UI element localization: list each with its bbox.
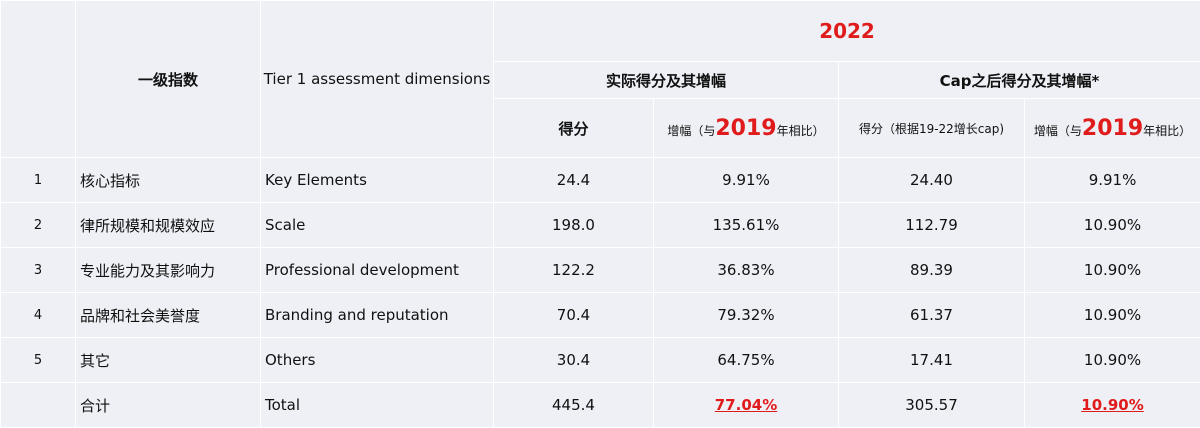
row-cap-growth: 10.90% [1025,293,1200,338]
growth-header-year: 2019 [715,116,776,141]
total-cap-score: 305.57 [839,383,1025,428]
total-cn-label: 合计 [76,383,261,428]
row-cn-label: 其它 [76,338,261,383]
year-header: 2022 [494,1,1200,62]
row-growth: 79.32% [654,293,839,338]
row-cap-score: 24.40 [839,158,1025,203]
total-cap-growth-value: 10.90% [1081,396,1143,414]
row-cn-label: 律所规模和规模效应 [76,203,261,248]
row-en-label: Branding and reputation [261,293,494,338]
row-cap-score: 17.41 [839,338,1025,383]
table-row: 3 专业能力及其影响力 Professional development 122… [1,248,1200,293]
row-score: 70.4 [494,293,654,338]
row-cap-growth: 10.90% [1025,203,1200,248]
cap-score-header: 得分（根据19-22增长cap) [839,99,1025,158]
row-cap-score: 112.79 [839,203,1025,248]
score-header: 得分 [494,99,654,158]
cap-growth-header-year: 2019 [1082,116,1143,141]
row-cap-growth: 10.90% [1025,338,1200,383]
row-score: 122.2 [494,248,654,293]
row-score: 30.4 [494,338,654,383]
row-growth: 36.83% [654,248,839,293]
growth-header-prefix: 增幅（与 [667,124,715,138]
row-index: 4 [1,293,76,338]
row-growth: 9.91% [654,158,839,203]
growth-header-suffix: 年相比） [777,124,825,138]
table-row: 5 其它 Others 30.4 64.75% 17.41 10.90% [1,338,1200,383]
row-en-label: Others [261,338,494,383]
row-growth: 64.75% [654,338,839,383]
row-cap-score: 89.39 [839,248,1025,293]
row-cn-label: 品牌和社会美誉度 [76,293,261,338]
index-header-cell [1,1,76,158]
total-cap-growth: 10.90% [1025,383,1200,428]
row-en-label: Key Elements [261,158,494,203]
growth-header: 增幅（与2019年相比） [654,99,839,158]
row-cap-growth: 10.90% [1025,248,1200,293]
table-row: 1 核心指标 Key Elements 24.4 9.91% 24.40 9.9… [1,158,1200,203]
total-score: 445.4 [494,383,654,428]
total-growth: 77.04% [654,383,839,428]
row-index: 1 [1,158,76,203]
cap-growth-header: 增幅（与2019年相比） [1025,99,1200,158]
row-cn-label: 专业能力及其影响力 [76,248,261,293]
row-cap-score: 61.37 [839,293,1025,338]
cap-growth-header-suffix: 年相比） [1143,124,1191,138]
cap-growth-header-prefix: 增幅（与 [1034,124,1082,138]
total-row: 合计 Total 445.4 77.04% 305.57 10.90% [1,383,1200,428]
row-index: 3 [1,248,76,293]
row-score: 24.4 [494,158,654,203]
row-en-label: Scale [261,203,494,248]
row-score: 198.0 [494,203,654,248]
actual-group-header: 实际得分及其增幅 [494,62,839,99]
row-cap-growth: 9.91% [1025,158,1200,203]
row-growth: 135.61% [654,203,839,248]
total-growth-value: 77.04% [715,396,777,414]
table-row: 4 品牌和社会美誉度 Branding and reputation 70.4 … [1,293,1200,338]
row-index: 5 [1,338,76,383]
table-row: 2 律所规模和规模效应 Scale 198.0 135.61% 112.79 1… [1,203,1200,248]
cap-group-header: Cap之后得分及其增幅* [839,62,1200,99]
tier1-en-header: Tier 1 assessment dimensions [261,1,494,158]
row-en-label: Professional development [261,248,494,293]
row-cn-label: 核心指标 [76,158,261,203]
row-index: 2 [1,203,76,248]
tier1-cn-header: 一级指数 [76,1,261,158]
total-index [1,383,76,428]
total-en-label: Total [261,383,494,428]
